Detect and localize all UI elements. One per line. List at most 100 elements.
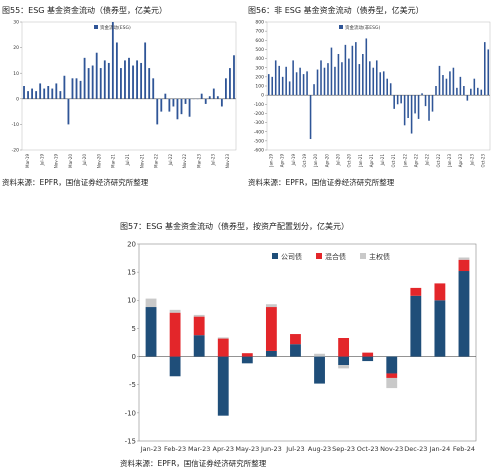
fig56-bar (393, 95, 395, 109)
fig55-bar (67, 98, 70, 125)
fig55-bar (128, 57, 130, 99)
fig57-x-tick-label: Mar-23 (188, 445, 210, 453)
fig55-y-tick-label: 20 (13, 45, 19, 51)
fig55-bar (216, 96, 219, 99)
fig55-bar (212, 88, 215, 99)
fig55-x-tick-label: Mar-21 (111, 154, 116, 168)
fig56-bar (278, 65, 280, 96)
fig56-bar (313, 84, 315, 96)
fig55-plot-frame (21, 21, 237, 151)
fig56-bar (403, 95, 406, 126)
fig57-bar-corporate (217, 356, 229, 416)
fig57-bar-mixed (241, 353, 253, 357)
fig55-y-tick-label: -20 (12, 148, 19, 154)
fig56-bar (470, 88, 472, 96)
fig55-bar (164, 93, 167, 99)
fig57-bar-corporate (241, 356, 253, 364)
fig56-bar (414, 95, 416, 114)
fig57-x-tick-label: Oct-23 (357, 445, 379, 453)
fig56-bar (288, 81, 291, 96)
fig56-x-tick-label: Jan-20 (313, 154, 318, 168)
fig56-bar (271, 76, 274, 96)
fig56-bar (483, 42, 486, 96)
fig55-bar (132, 65, 134, 99)
fig55-x-tick-label: Mar-23 (196, 154, 201, 168)
fig55-bar (79, 80, 82, 99)
fig56-bar (375, 60, 378, 96)
fig57-bar-mixed (338, 337, 350, 357)
fig55-bar (87, 68, 90, 99)
fig56-bar (424, 95, 427, 107)
fig55-bar (43, 88, 46, 99)
fig56-bar (449, 71, 451, 96)
fig56-bar (369, 61, 371, 96)
fig56-bar (334, 66, 336, 96)
fig56-bar (459, 76, 462, 96)
fig57-bar-sovereign (145, 298, 157, 308)
fig56-y-tick-label: 300 (255, 65, 264, 71)
fig57-bar-corporate (386, 356, 398, 374)
fig55-x-tick-label: Mar-20 (68, 154, 73, 168)
fig56-y-tick-label: 800 (255, 20, 264, 26)
fig56-bar (410, 95, 413, 134)
fig56-bar (480, 89, 483, 96)
fig55-bar (204, 98, 207, 104)
fig57-x-tick-label: Aug-23 (308, 445, 331, 453)
fig56-bar (473, 78, 476, 96)
fig57-bar-sovereign (193, 314, 205, 317)
fig56-bar (442, 75, 444, 96)
fig55-legend-swatch (94, 25, 98, 29)
fig57-bar-mixed (458, 259, 470, 272)
fig55-x-tick-label: Nov-21 (139, 154, 144, 169)
fig56-bar (344, 44, 347, 96)
fig55-bar (39, 83, 42, 99)
fig56-bar (355, 42, 357, 96)
fig56-x-tick-label: Jul-21 (380, 154, 385, 167)
fig56-bar (372, 67, 375, 96)
fig57-bar-corporate (314, 356, 325, 384)
fig56-bar (386, 78, 388, 96)
fig57-bar-sovereign (217, 337, 229, 339)
fig56-y-tick-label: -300 (254, 120, 264, 126)
fig55-bar (27, 91, 29, 99)
fig56-bar (431, 95, 434, 112)
fig56-bar (435, 86, 437, 96)
fig56-bar (267, 74, 270, 96)
fig56-bar (295, 72, 298, 96)
fig57-bar-mixed (386, 373, 398, 378)
fig56-y-tick-label: 400 (255, 56, 264, 62)
fig56-bar (358, 64, 361, 96)
fig56-bar (445, 78, 448, 96)
fig57-bar-mixed (217, 338, 229, 357)
fig55-x-tick-label: Nov-23 (225, 154, 230, 169)
fig57-legend-label: 公司债 (281, 252, 302, 261)
fig57-x-tick-label: Jan-23 (140, 445, 162, 453)
fig56-source: 资料来源：EPFR，国信证券经济研究所整理 (248, 178, 395, 187)
fig56-bar (362, 54, 364, 96)
fig57-bar-sovereign (386, 377, 398, 389)
fig56-bar (281, 76, 284, 96)
fig56-bar (320, 60, 322, 96)
fig56-y-tick-label: -600 (254, 148, 264, 154)
fig56-x-tick-label: Jan-19 (269, 154, 274, 168)
fig57-y-tick-label: 10 (127, 297, 136, 305)
fig56-bar (400, 95, 402, 104)
fig55-bar (200, 93, 203, 99)
fig57-y-tick-label: 5 (132, 325, 136, 333)
fig56-x-tick-label: Jul-19 (291, 154, 296, 167)
fig57-bar-mixed (193, 316, 205, 336)
fig57-bar-mixed (362, 352, 374, 357)
fig56-bar (466, 95, 469, 101)
fig55-bar (124, 60, 126, 99)
fig56-y-tick-label: 200 (255, 74, 264, 80)
fig56-x-tick-label: Oct-23 (480, 154, 485, 168)
fig55-x-tick-label: Jul-19 (39, 154, 44, 167)
fig55-x-tick-label: Jul-23 (211, 154, 216, 167)
fig56-bar (407, 95, 409, 118)
fig56-bar (285, 66, 287, 96)
fig55-bar (107, 62, 110, 99)
fig55-legend-label: 资金流动(ESG) (100, 24, 131, 31)
fig57-x-tick-label: Feb-24 (453, 445, 475, 453)
fig57-y-tick-label: -5 (129, 381, 136, 389)
fig56-bar (365, 38, 368, 96)
